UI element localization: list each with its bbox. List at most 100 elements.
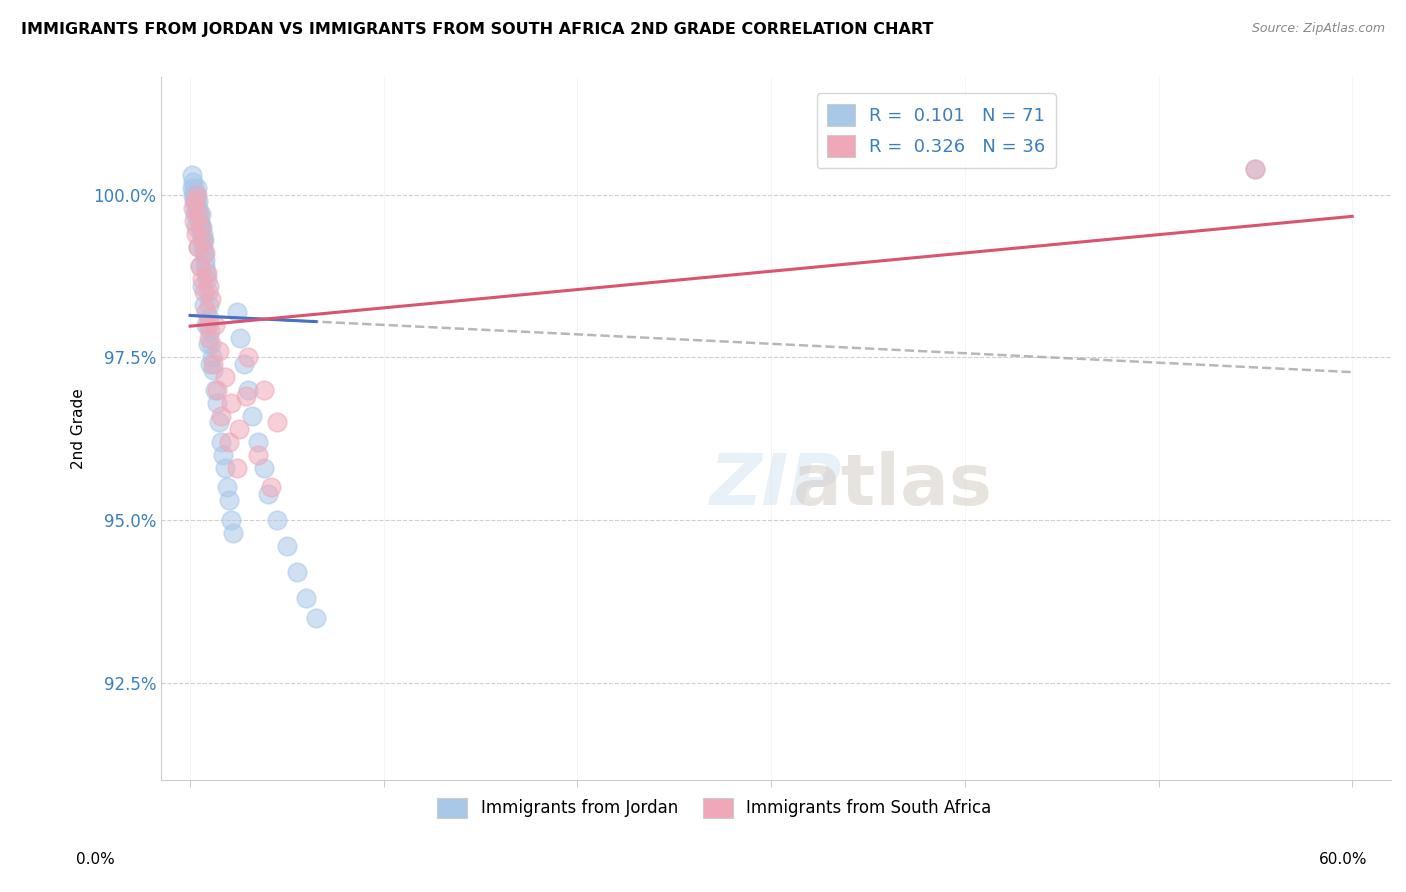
Point bbox=[194, 259, 217, 273]
Point bbox=[204, 318, 226, 332]
Point bbox=[197, 285, 219, 300]
Point bbox=[214, 461, 236, 475]
Point bbox=[195, 318, 218, 332]
Point bbox=[194, 304, 217, 318]
Point bbox=[187, 201, 209, 215]
Point bbox=[181, 175, 204, 189]
Point bbox=[184, 187, 207, 202]
Point bbox=[209, 434, 232, 449]
Point bbox=[181, 181, 204, 195]
Point bbox=[191, 233, 214, 247]
Text: 0.0%: 0.0% bbox=[76, 852, 115, 867]
Point bbox=[190, 207, 212, 221]
Y-axis label: 2nd Grade: 2nd Grade bbox=[72, 389, 86, 469]
Point bbox=[188, 213, 211, 227]
Point bbox=[295, 591, 318, 605]
Point bbox=[193, 298, 215, 312]
Point bbox=[191, 227, 214, 241]
Legend: Immigrants from Jordan, Immigrants from South Africa: Immigrants from Jordan, Immigrants from … bbox=[430, 791, 998, 825]
Point bbox=[218, 493, 240, 508]
Point bbox=[205, 383, 228, 397]
Point bbox=[188, 259, 211, 273]
Point bbox=[225, 304, 247, 318]
Point bbox=[197, 278, 219, 293]
Point bbox=[193, 233, 215, 247]
Point bbox=[197, 318, 219, 332]
Point bbox=[202, 357, 225, 371]
Point bbox=[200, 324, 222, 338]
Point bbox=[260, 480, 283, 494]
Point bbox=[246, 434, 269, 449]
Text: Source: ZipAtlas.com: Source: ZipAtlas.com bbox=[1251, 22, 1385, 36]
Point bbox=[183, 181, 205, 195]
Point bbox=[197, 298, 219, 312]
Point bbox=[266, 513, 288, 527]
Point bbox=[285, 565, 308, 579]
Point bbox=[183, 194, 205, 208]
Point bbox=[193, 285, 215, 300]
Point bbox=[209, 409, 232, 423]
Text: atlas: atlas bbox=[793, 450, 993, 520]
Point bbox=[214, 369, 236, 384]
Point bbox=[190, 259, 212, 273]
Point bbox=[246, 448, 269, 462]
Point bbox=[233, 357, 256, 371]
Point bbox=[193, 240, 215, 254]
Point bbox=[191, 233, 214, 247]
Point bbox=[256, 487, 278, 501]
Point bbox=[186, 187, 208, 202]
Point bbox=[186, 220, 208, 235]
Point bbox=[183, 207, 205, 221]
Point bbox=[202, 363, 225, 377]
Point bbox=[183, 187, 205, 202]
Point bbox=[219, 396, 242, 410]
Point bbox=[276, 539, 298, 553]
Point bbox=[205, 396, 228, 410]
Point bbox=[181, 201, 204, 215]
Point bbox=[187, 213, 209, 227]
Point bbox=[186, 207, 208, 221]
Point bbox=[240, 409, 263, 423]
Point bbox=[212, 448, 235, 462]
Point bbox=[195, 266, 218, 280]
Point bbox=[186, 181, 208, 195]
Point bbox=[235, 389, 257, 403]
Point bbox=[266, 416, 288, 430]
Point bbox=[194, 246, 217, 260]
Point bbox=[187, 194, 209, 208]
Text: ZIP: ZIP bbox=[710, 450, 842, 520]
Point bbox=[181, 168, 204, 182]
Point bbox=[195, 272, 218, 286]
Point bbox=[200, 292, 222, 306]
Point bbox=[253, 383, 276, 397]
Point bbox=[222, 526, 245, 541]
Point bbox=[190, 220, 212, 235]
Point bbox=[187, 240, 209, 254]
Point bbox=[219, 513, 242, 527]
Point bbox=[198, 357, 221, 371]
Point bbox=[184, 194, 207, 208]
Point bbox=[201, 351, 224, 365]
Point bbox=[184, 194, 207, 208]
Point bbox=[187, 240, 209, 254]
Point bbox=[197, 337, 219, 351]
Point bbox=[238, 351, 260, 365]
Point bbox=[305, 610, 328, 624]
Point bbox=[253, 461, 276, 475]
Point bbox=[193, 246, 215, 260]
Point bbox=[187, 207, 209, 221]
Point bbox=[191, 278, 214, 293]
Point bbox=[188, 207, 211, 221]
Text: IMMIGRANTS FROM JORDAN VS IMMIGRANTS FROM SOUTH AFRICA 2ND GRADE CORRELATION CHA: IMMIGRANTS FROM JORDAN VS IMMIGRANTS FRO… bbox=[21, 22, 934, 37]
Point bbox=[225, 461, 247, 475]
Point bbox=[218, 434, 240, 449]
Point bbox=[204, 383, 226, 397]
Point bbox=[238, 383, 260, 397]
Text: 60.0%: 60.0% bbox=[1319, 852, 1367, 867]
Point bbox=[194, 252, 217, 267]
Point bbox=[190, 220, 212, 235]
Point bbox=[184, 201, 207, 215]
Point bbox=[183, 213, 205, 227]
Point bbox=[229, 331, 252, 345]
Point bbox=[198, 331, 221, 345]
